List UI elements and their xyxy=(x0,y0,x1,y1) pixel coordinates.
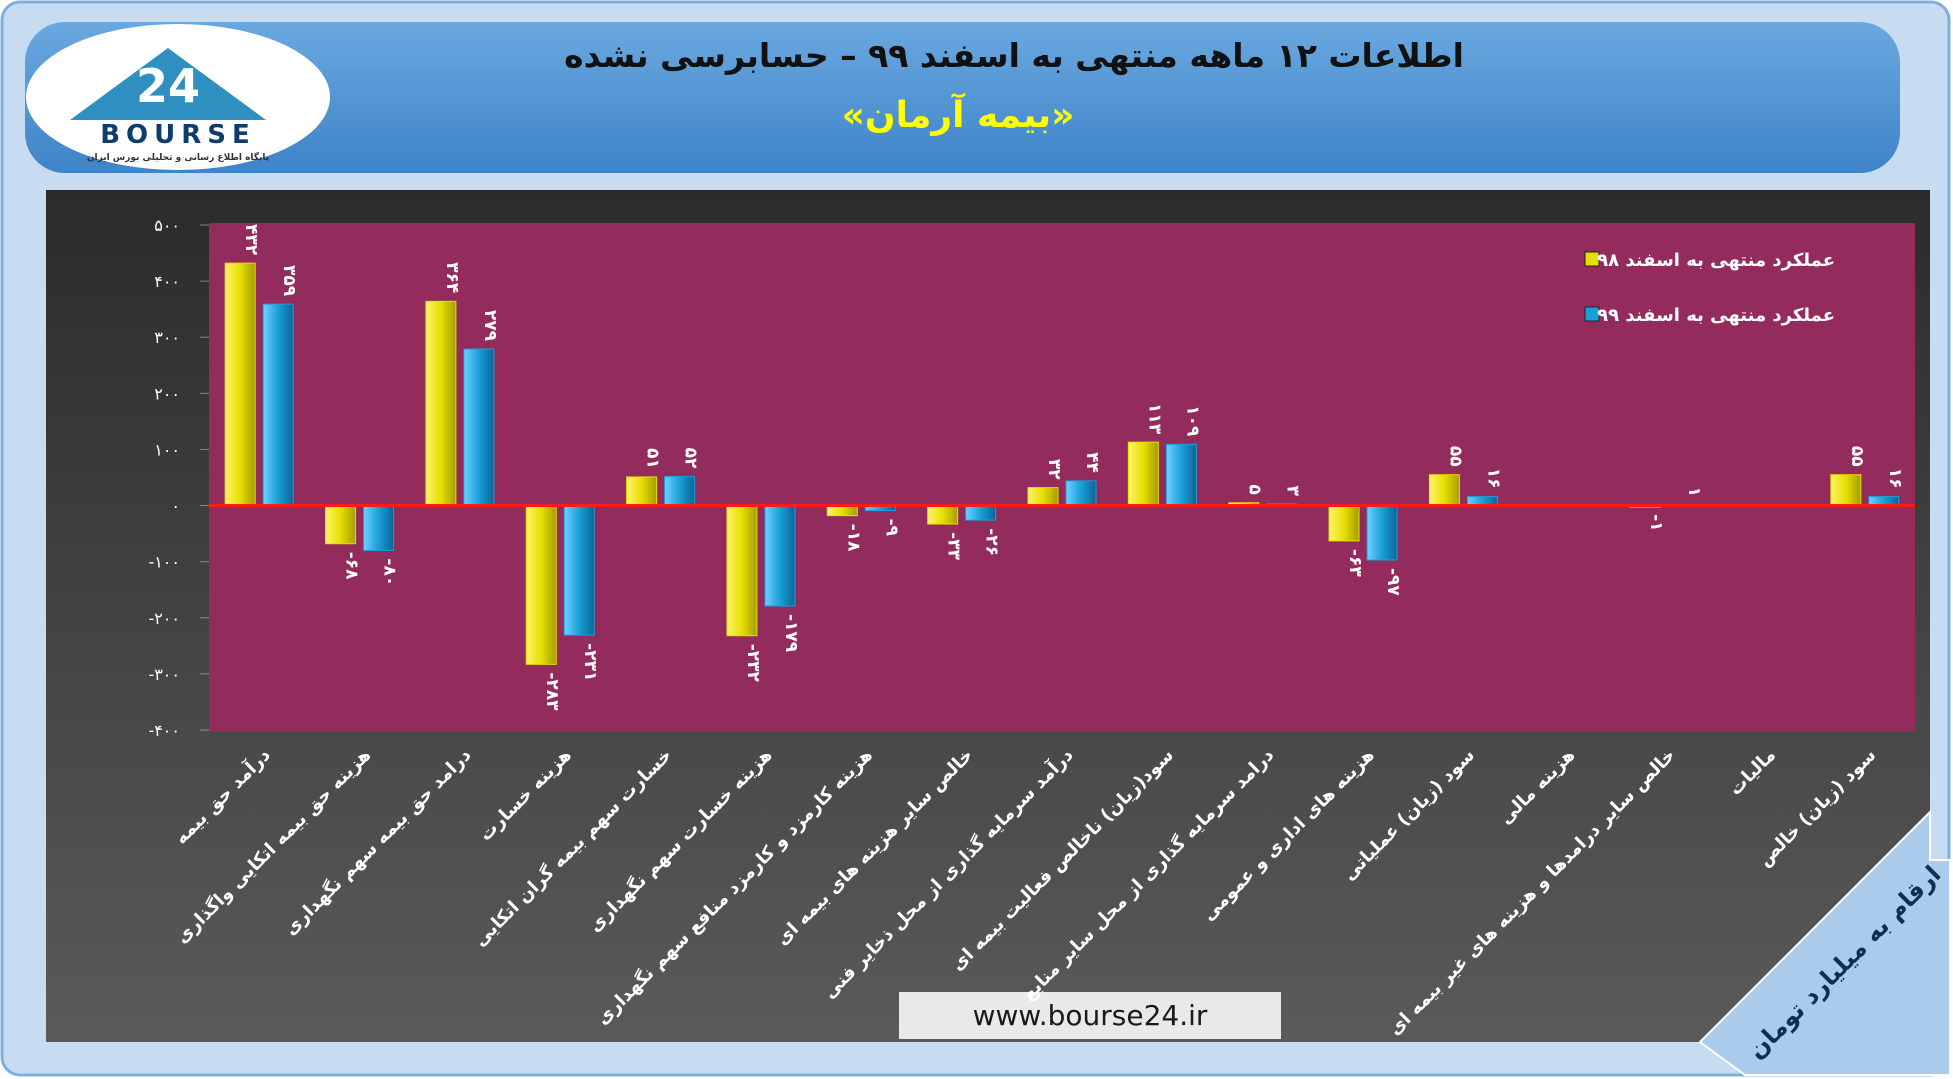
data-label: ۳ xyxy=(1283,485,1303,496)
y-tick-label: ۱۰۰ xyxy=(154,440,180,459)
bar xyxy=(764,505,796,607)
data-label: ۱۶ xyxy=(1483,468,1503,489)
data-label: -۶۸ xyxy=(342,552,362,580)
bar xyxy=(224,262,256,507)
bar xyxy=(1328,505,1360,542)
unit-ribbon xyxy=(1698,809,1951,1076)
data-label: -۲۳۲ xyxy=(743,644,763,683)
data-label: ۵۵ xyxy=(1847,446,1867,467)
bar xyxy=(525,505,557,665)
data-label: ۴۴ xyxy=(1082,452,1102,473)
bar xyxy=(626,476,658,507)
data-label: -۱۸ xyxy=(843,524,863,552)
legend-label: عملکرد منتهی به اسفند ۹۹ xyxy=(1597,305,1835,326)
logo-tagline: پایگاه اطلاع رسانی و تحلیلی بورس ایران xyxy=(87,151,269,163)
data-label: ۴۳۲ xyxy=(241,224,261,256)
data-label: -۲۸۳ xyxy=(542,672,562,711)
footer-url: www.bourse24.ir xyxy=(973,999,1208,1032)
y-tick-label: ۴۰۰ xyxy=(154,272,180,291)
data-label: -۱۷۹ xyxy=(781,614,801,653)
bar xyxy=(1027,487,1059,507)
y-tick-label: ۰ xyxy=(171,497,180,516)
bar xyxy=(664,475,696,507)
data-label: ۳۵۹ xyxy=(279,265,299,297)
bar xyxy=(325,505,357,545)
legend-label: عملکرد منتهی به اسفند ۹۸ xyxy=(1597,250,1835,271)
data-label: ۱ xyxy=(1684,487,1704,497)
data-label: -۶۳ xyxy=(1345,549,1365,577)
logo-number: 24 xyxy=(136,59,200,113)
y-tick-label: -۴۰۰ xyxy=(148,721,180,740)
chart-title: اطلاعات ۱۲ ماهه منتهی به اسفند ۹۹ – حساب… xyxy=(564,36,1464,76)
bar xyxy=(563,505,595,636)
footer-box xyxy=(899,992,1281,1039)
data-label: -۲۶ xyxy=(982,528,1002,556)
bar xyxy=(1830,474,1862,507)
bar xyxy=(1165,443,1197,507)
data-label: ۲۷۹ xyxy=(480,310,500,342)
data-label: ۱۶ xyxy=(1885,468,1905,489)
data-label: -۱ xyxy=(1646,514,1666,531)
bar xyxy=(927,505,959,525)
y-tick-label: ۲۰۰ xyxy=(154,384,180,403)
bar xyxy=(1065,480,1097,507)
data-label: ۱۰۹ xyxy=(1182,405,1202,437)
data-label: -۸۰ xyxy=(380,558,400,586)
bar xyxy=(262,303,294,507)
y-tick-label: -۱۰۰ xyxy=(148,553,180,572)
bar xyxy=(425,300,457,507)
data-label: -۹۷ xyxy=(1383,568,1403,596)
y-tick-label: ۳۰۰ xyxy=(154,328,180,347)
data-label: ۳۲ xyxy=(1044,459,1064,480)
data-label: ۳۶۴ xyxy=(442,262,462,293)
legend-swatch xyxy=(1584,306,1600,322)
bar xyxy=(1428,474,1460,507)
y-tick-label: -۲۰۰ xyxy=(148,609,180,628)
legend-swatch xyxy=(1584,251,1600,267)
data-label: -۲۳۱ xyxy=(580,643,600,681)
bar xyxy=(463,348,495,507)
bar xyxy=(363,505,395,551)
data-label: ۵۱ xyxy=(643,448,663,469)
logo-name: BOURSE xyxy=(100,120,256,150)
y-tick-label: ۵۰۰ xyxy=(154,216,180,235)
data-label: -۳۳ xyxy=(944,532,964,560)
bar xyxy=(1366,505,1398,561)
data-label: -۹ xyxy=(881,519,901,537)
bar xyxy=(826,505,858,517)
logo-mark xyxy=(70,48,266,120)
data-label: ۱۱۳ xyxy=(1144,403,1164,435)
chart-subtitle: «بیمه آرمان» xyxy=(842,92,1075,136)
header-banner xyxy=(25,22,1900,173)
bar xyxy=(965,505,997,521)
data-label: ۵ xyxy=(1245,484,1265,494)
y-tick-label: -۳۰۰ xyxy=(148,665,180,684)
data-label: ۵۵ xyxy=(1445,446,1465,467)
bar xyxy=(726,505,758,637)
data-label: ۵۲ xyxy=(681,448,701,469)
bar xyxy=(1127,441,1159,507)
